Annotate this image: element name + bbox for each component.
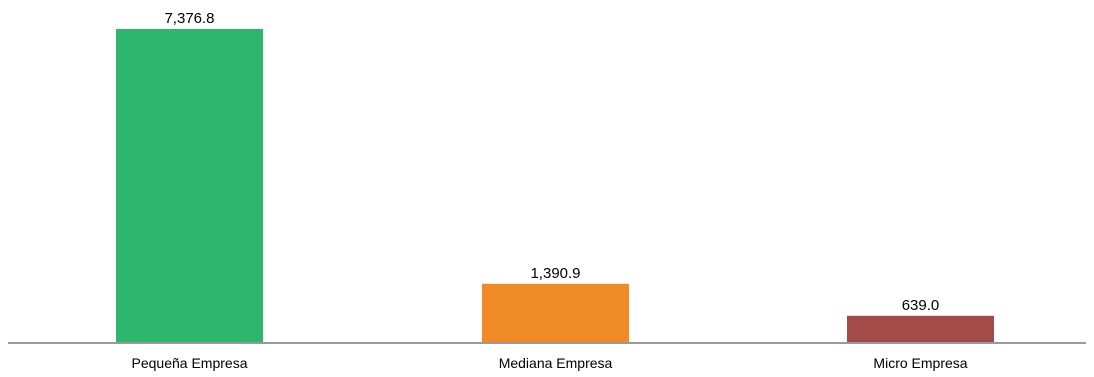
- bar-1: [116, 29, 263, 343]
- value-labels-group: 7,376.8 1,390.9 639.0: [164, 10, 939, 314]
- value-label-1: 7,376.8: [164, 10, 214, 27]
- value-label-3: 639.0: [902, 297, 940, 314]
- category-label-1: Pequeña Empresa: [132, 355, 248, 371]
- category-label-2: Mediana Empresa: [499, 355, 613, 371]
- category-label-3: Micro Empresa: [873, 355, 967, 371]
- bar-3: [847, 315, 994, 343]
- bars-group: [116, 29, 994, 343]
- bar-2: [482, 283, 629, 343]
- value-label-2: 1,390.9: [530, 265, 580, 282]
- category-labels-group: Pequeña Empresa Mediana Empresa Micro Empr…: [132, 355, 968, 371]
